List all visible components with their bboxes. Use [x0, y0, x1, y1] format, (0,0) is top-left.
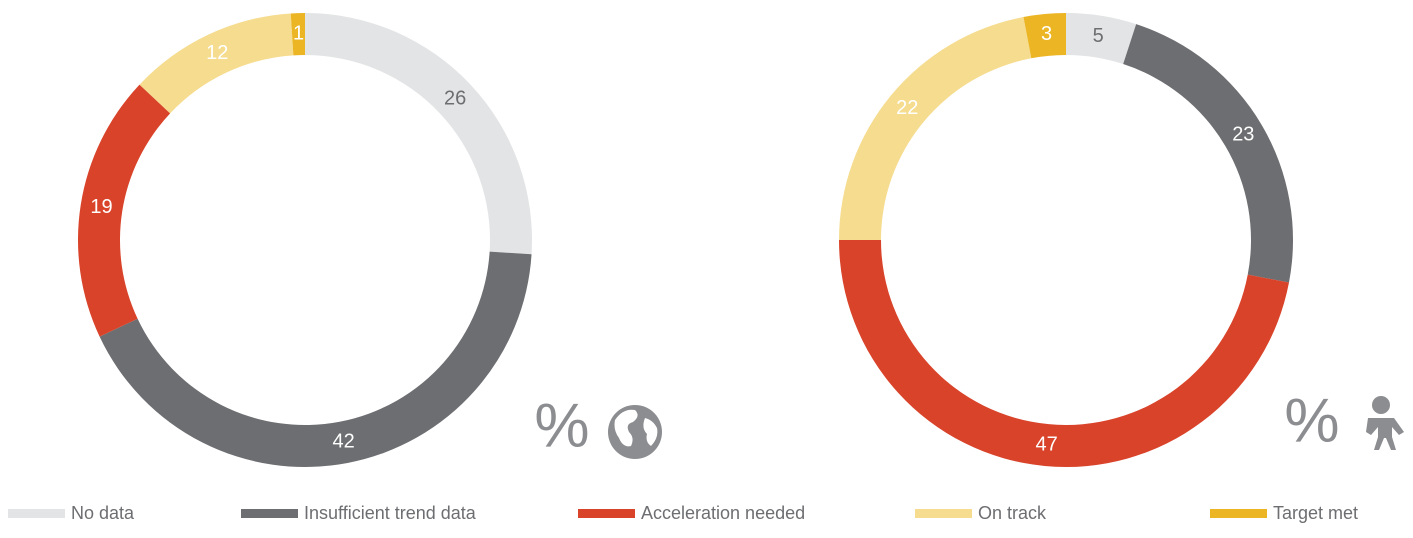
data-label: 23 [1232, 123, 1254, 145]
data-label: 1 [293, 22, 304, 44]
legend-label: Acceleration needed [641, 503, 805, 523]
child-icon [1366, 396, 1404, 450]
data-label: 12 [206, 42, 228, 64]
data-label: 3 [1041, 23, 1052, 45]
donut-segment [290, 13, 305, 56]
donut-segment [1023, 13, 1066, 59]
legend-label: On track [978, 503, 1047, 523]
data-label: 19 [90, 196, 112, 218]
legend-swatch [8, 509, 65, 518]
globe-icon [608, 405, 662, 459]
data-label: 47 [1035, 433, 1057, 455]
donut-segment [139, 13, 294, 114]
donut-segment [1123, 24, 1293, 283]
legend-label: Insufficient trend data [304, 503, 477, 523]
donut-segment [1066, 13, 1137, 65]
legend-swatch [241, 509, 298, 518]
legend-label: No data [71, 503, 135, 523]
legend-swatch [1210, 509, 1267, 518]
donut-segment [839, 17, 1032, 240]
data-label: 42 [332, 431, 354, 453]
donut-segment [99, 251, 532, 467]
legend-swatch [915, 509, 972, 518]
donut-segment [78, 84, 171, 337]
unit-label: % [534, 391, 589, 460]
legend-swatch [578, 509, 635, 518]
donut-segment [839, 240, 1289, 467]
data-label: 26 [444, 87, 466, 109]
data-label: 22 [896, 97, 918, 119]
unit-label: % [1284, 386, 1339, 455]
legend-label: Target met [1273, 503, 1358, 523]
data-label: 5 [1093, 25, 1104, 47]
donut-segment [305, 13, 532, 255]
